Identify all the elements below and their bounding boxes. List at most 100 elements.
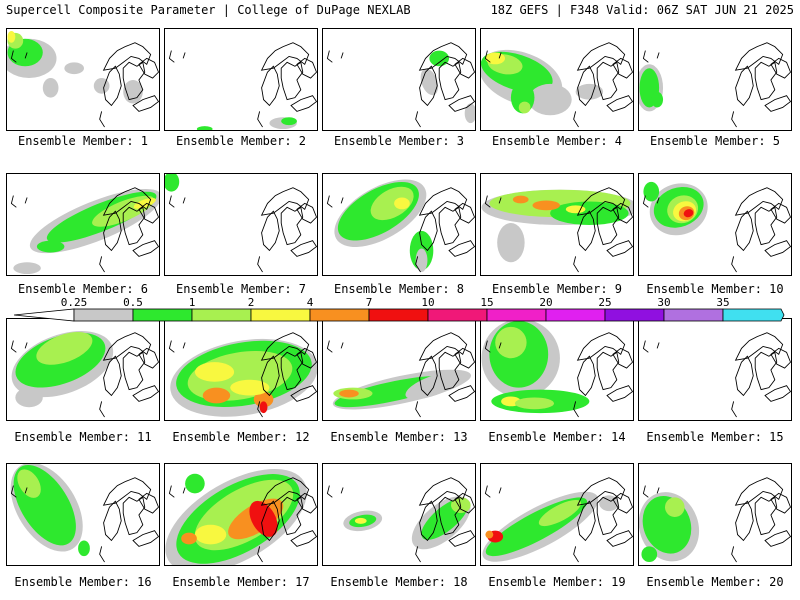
lake-outline — [132, 530, 159, 547]
coast-river-line — [498, 52, 502, 59]
lake-outline — [280, 206, 304, 246]
member-6-scp-field — [10, 187, 159, 275]
colorbar-tick-label: 15 — [480, 296, 494, 309]
lake-outline — [754, 206, 778, 246]
scp-contour-fill — [7, 30, 16, 43]
coast-river-line — [182, 487, 186, 494]
member-16-scp-field — [10, 464, 159, 563]
colorbar: 0.25 0.5 1 2 4 7 10 15 20 25 30 35 — [14, 296, 786, 322]
ensemble-member-label: Ensemble Member: 10 — [646, 282, 784, 296]
lake-outline — [735, 500, 754, 542]
coast-river-line — [642, 485, 649, 498]
ensemble-member-label: Ensemble Member: 17 — [172, 575, 310, 589]
scp-contour-fill — [202, 387, 231, 404]
ensemble-member-4-map — [480, 28, 634, 131]
scp-contour-fill — [420, 68, 439, 96]
ensemble-member-12-map — [164, 318, 318, 421]
ensemble-member-14-map — [480, 318, 634, 421]
ensemble-member-8-map — [322, 173, 476, 276]
lake-outline — [103, 355, 122, 397]
colorbar-tick-label: 1 — [188, 296, 196, 309]
coast-river-line — [731, 546, 737, 563]
coast-river-line — [168, 340, 175, 353]
coast-river-line — [340, 197, 344, 204]
coast-river-line — [731, 401, 737, 418]
scp-contour-fill — [651, 91, 664, 108]
lake-outline — [576, 42, 626, 71]
scp-contour-fill — [253, 391, 274, 408]
scp-contour-fill — [538, 499, 582, 527]
ensemble-member-label: Ensemble Member: 8 — [333, 282, 465, 296]
scp-contour-fill — [518, 101, 531, 114]
lake-outline — [261, 355, 280, 397]
lake-outline — [138, 347, 159, 369]
lake-outline — [261, 65, 280, 107]
member-12-scp-field — [168, 332, 317, 418]
coast-river-line — [10, 50, 17, 63]
lake-outline — [754, 351, 778, 391]
lake-outline — [280, 351, 304, 391]
scp-contour-fill — [78, 540, 90, 557]
lake-outline — [260, 187, 310, 216]
coast-river-line — [656, 197, 660, 204]
lake-outline — [419, 210, 438, 252]
ensemble-member-label: Ensemble Member: 15 — [646, 430, 784, 444]
ensemble-member-label: Ensemble Member: 9 — [491, 282, 623, 296]
coast-river-line — [257, 111, 263, 128]
lake-outline — [102, 42, 152, 71]
ensemble-member-15-map — [638, 318, 792, 421]
lake-outline — [734, 477, 784, 506]
lake-outline — [764, 95, 791, 112]
scp-contour-fill — [194, 524, 227, 545]
lake-outline — [606, 385, 633, 402]
coast-river-line — [731, 256, 737, 273]
scp-contour-fill — [64, 62, 84, 75]
member-3-scp-field — [326, 42, 475, 128]
scp-contour-fill — [394, 197, 410, 210]
lake-outline — [454, 347, 475, 369]
ensemble-member-13-map — [322, 318, 476, 421]
lake-outline — [102, 332, 152, 361]
lake-outline — [260, 477, 310, 506]
lake-outline — [438, 351, 462, 391]
coast-river-line — [656, 52, 660, 59]
lake-outline — [734, 187, 784, 216]
ensemble-member-label: Ensemble Member: 2 — [175, 134, 307, 148]
lake-outline — [596, 351, 620, 391]
scp-contour-fill — [165, 174, 180, 192]
scp-contour-fill — [575, 83, 604, 100]
scp-contour-fill — [485, 52, 506, 65]
colorbar-tick-label: 2 — [247, 296, 255, 309]
scp-contour-fill — [15, 387, 43, 408]
lake-outline — [596, 496, 620, 536]
coast-river-line — [415, 111, 421, 128]
lake-outline — [261, 210, 280, 252]
coast-river-line — [168, 195, 175, 208]
lake-outline — [290, 385, 317, 402]
scp-contour-fill — [196, 126, 213, 130]
scp-contour-fill — [512, 195, 529, 204]
ensemble-member-label: Ensemble Member: 20 — [646, 575, 784, 589]
scp-contour-fill — [36, 332, 93, 365]
lake-outline — [261, 500, 280, 542]
coast-river-line — [573, 401, 579, 418]
lake-outline — [596, 61, 620, 101]
scp-contour-fill — [230, 379, 270, 396]
colorbar-low-arrow — [14, 308, 75, 322]
coast-river-line — [24, 487, 28, 494]
ensemble-member-2-map — [164, 28, 318, 131]
ensemble-member-10-map — [638, 173, 792, 276]
coast-river-line — [24, 342, 28, 349]
ensemble-member-label: Ensemble Member: 3 — [333, 134, 465, 148]
coast-river-line — [24, 52, 28, 59]
ensemble-member-19-map — [480, 463, 634, 566]
colorbar-tick-label: 30 — [657, 296, 671, 309]
member-4-scp-field — [481, 42, 633, 128]
lake-outline — [612, 492, 633, 514]
colorbar-segment — [73, 308, 134, 322]
coast-river-line — [498, 487, 502, 494]
coast-river-line — [498, 342, 502, 349]
colorbar-tick-label: 0.5 — [123, 296, 143, 309]
lake-outline — [596, 206, 620, 246]
scp-contour-fill — [514, 397, 555, 410]
